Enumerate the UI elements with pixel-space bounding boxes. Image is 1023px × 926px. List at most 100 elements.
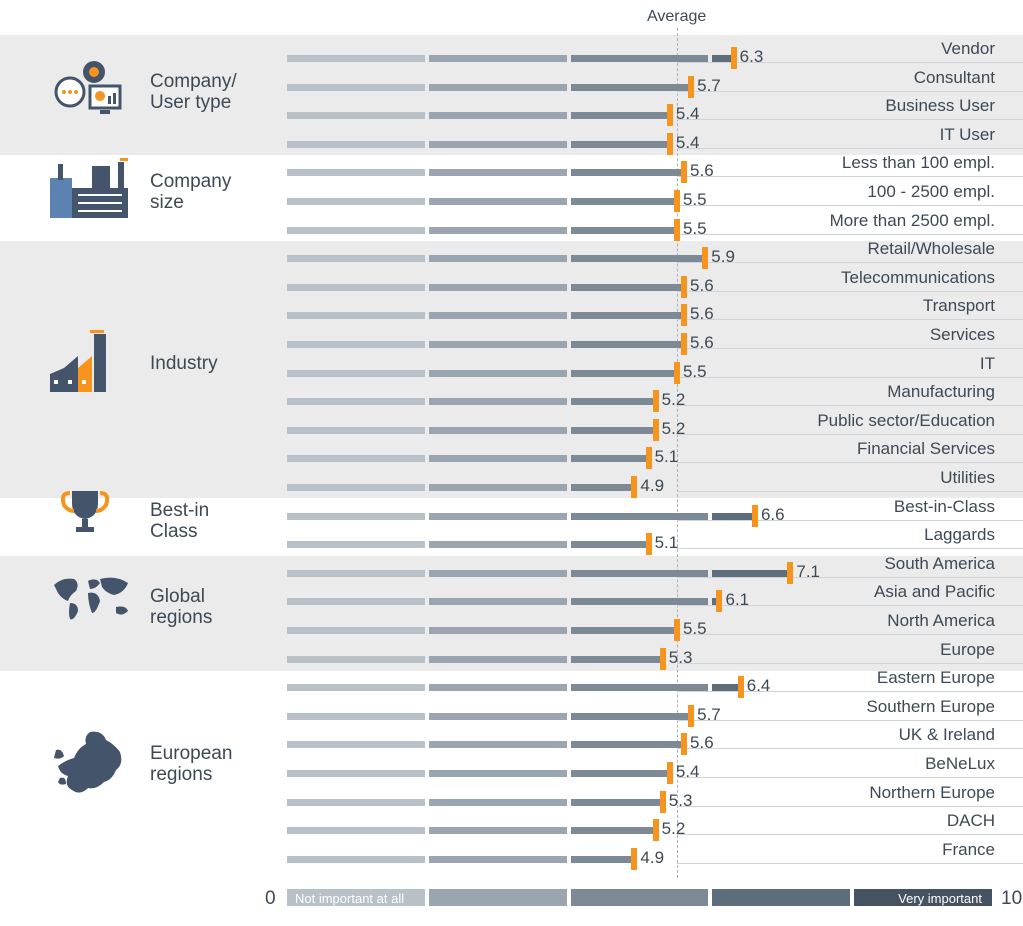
value-marker [730, 47, 737, 69]
value-marker [787, 561, 794, 584]
row-label: Business User [885, 96, 995, 116]
bar-segment [428, 169, 567, 177]
group-label: Company/ User type [150, 71, 237, 114]
value-label: 5.4 [675, 132, 700, 152]
bar-segment [287, 341, 425, 348]
bar-segment [570, 283, 685, 291]
bar-segment [287, 627, 425, 634]
row-divider [677, 90, 1023, 92]
bar-segment [428, 484, 567, 491]
row-label: South America [884, 553, 995, 573]
bar-segment [287, 83, 425, 91]
group-label: Industry [150, 353, 218, 375]
value-label: 5.7 [697, 704, 721, 724]
bar-segment [428, 512, 567, 520]
buildings-icon [50, 158, 130, 225]
row-label: North America [887, 611, 995, 630]
bar-segment [287, 684, 425, 692]
world-map-icon [50, 573, 134, 628]
value-label: 6.4 [746, 676, 771, 696]
scale-segment: Very important [854, 889, 992, 906]
value-marker [681, 161, 688, 184]
value-marker [716, 590, 723, 613]
bar-segment [570, 112, 670, 120]
bar-segment [570, 312, 685, 320]
value-marker [737, 676, 744, 699]
bar-segment [287, 827, 425, 835]
scale-segment [428, 889, 567, 906]
group-label: Global regions [150, 586, 213, 628]
value-label: 5.5 [682, 190, 707, 209]
row-divider [677, 548, 1023, 550]
bar-segment [428, 226, 567, 234]
value-marker [652, 418, 659, 441]
row-label: IT [979, 353, 995, 373]
bar-segment [570, 83, 692, 91]
value-label: 4.9 [640, 847, 665, 867]
value-label: 5.1 [654, 533, 679, 553]
bar-segment [570, 255, 706, 263]
bar-segment [570, 627, 677, 634]
bar-segment [570, 770, 670, 777]
bar-segment [428, 341, 567, 348]
row-label: Europe [940, 639, 995, 659]
value-label: 7.1 [796, 561, 821, 581]
bar-segment [287, 541, 425, 549]
value-label: 5.2 [661, 819, 686, 839]
bar-segment [570, 512, 709, 520]
value-label: 5.3 [668, 647, 693, 667]
bar-segment [428, 112, 567, 120]
value-label: 5.6 [690, 304, 714, 324]
value-label: 5.2 [661, 390, 686, 410]
bar-segment [570, 855, 635, 863]
bar-segment [428, 569, 567, 577]
bar-segment [428, 655, 567, 663]
bar-segment [570, 55, 709, 62]
factory-icon [50, 329, 120, 401]
row-label: Consultant [913, 67, 995, 87]
bar-segment [428, 855, 567, 863]
value-label: 5.5 [682, 218, 707, 238]
bar-segment [428, 198, 567, 205]
bar-segment [287, 426, 425, 434]
group-label: Best-in Class [150, 500, 210, 543]
bar-segment [287, 283, 425, 291]
scale-high-label: Very important [898, 891, 982, 906]
value-label: 5.6 [690, 733, 714, 753]
row-label: Less than 100 empl. [841, 153, 995, 173]
value-marker [631, 847, 638, 870]
row-label: Best-in-Class [893, 496, 995, 516]
row-divider [677, 290, 1023, 292]
value-marker [631, 476, 638, 498]
row-divider [677, 319, 1023, 321]
row-label: Retail/Wholesale [867, 239, 995, 259]
value-marker [659, 647, 666, 670]
value-marker [688, 704, 695, 727]
row-divider [677, 719, 1023, 721]
value-marker [681, 333, 688, 355]
bar-segment [428, 369, 567, 377]
bar-segment [287, 598, 425, 606]
row-label: Laggards [924, 525, 995, 545]
value-marker [666, 762, 673, 784]
bar-segment [287, 712, 425, 720]
bar-segment [287, 369, 425, 377]
scale-segment [570, 889, 709, 906]
row-divider [677, 691, 1023, 693]
bar-segment [570, 827, 656, 835]
bar-segment [287, 569, 425, 577]
bar-segment [570, 140, 670, 148]
value-label: 5.6 [690, 161, 714, 181]
row-divider [677, 119, 1023, 121]
row-divider [677, 62, 1023, 63]
value-marker [659, 790, 666, 813]
bar-segment [287, 198, 425, 205]
scale-low-label: Not important at all [295, 891, 405, 906]
value-marker [681, 275, 688, 298]
bar-segment [428, 140, 567, 148]
bar-segment [287, 798, 425, 806]
bar-segment [287, 455, 425, 463]
bar-segment [570, 798, 663, 806]
bar-segment [428, 741, 567, 749]
bar-segment [570, 741, 685, 749]
